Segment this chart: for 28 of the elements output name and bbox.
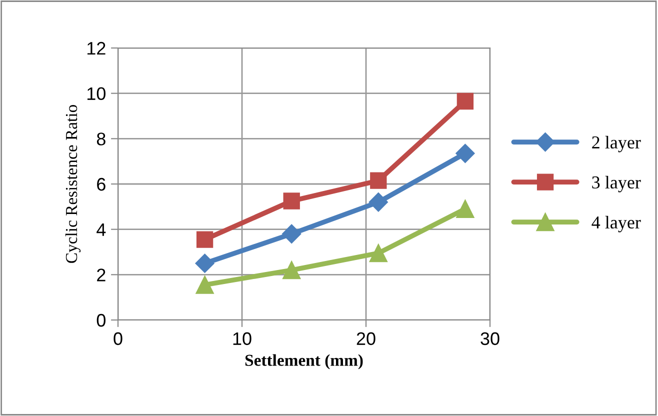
x-tick-label: 10 xyxy=(233,332,252,346)
y-axis-title: Cyclic Resistence Ratio xyxy=(65,105,81,263)
x-axis-title: Settlement (mm) xyxy=(245,354,363,370)
point xyxy=(282,261,301,280)
point xyxy=(456,92,474,110)
x-tick-label: 0 xyxy=(114,332,122,346)
legend-label: 3 layer xyxy=(592,176,641,192)
y-tick-label: 12 xyxy=(87,42,106,55)
point xyxy=(368,192,388,212)
point xyxy=(196,231,214,248)
point xyxy=(369,244,388,262)
legend-label: 4 layer xyxy=(592,216,641,232)
y-tick-label: 10 xyxy=(87,87,106,100)
legend-label: 2 layer xyxy=(592,136,641,152)
point xyxy=(456,144,475,163)
y-tick-label: 0 xyxy=(96,314,106,327)
point xyxy=(195,254,214,273)
x-tick-label: 30 xyxy=(480,332,500,346)
x-tick-label: 20 xyxy=(356,332,376,346)
y-tick-label: 6 xyxy=(97,178,106,191)
point xyxy=(370,172,387,189)
y-tick-label: 2 xyxy=(97,268,106,282)
point xyxy=(282,224,302,244)
point xyxy=(283,192,300,210)
y-tick-label: 4 xyxy=(96,223,106,236)
y-tick-label: 8 xyxy=(96,132,106,146)
point xyxy=(456,200,474,218)
point xyxy=(196,276,214,294)
